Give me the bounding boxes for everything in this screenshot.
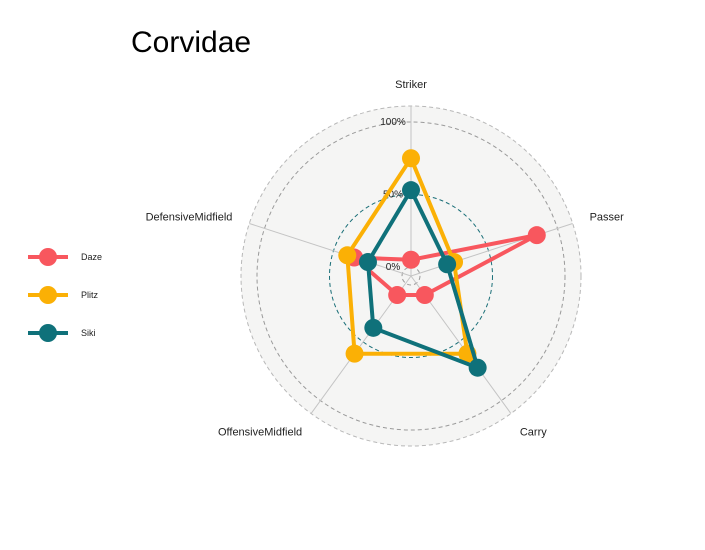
point-plitz-striker xyxy=(402,149,420,168)
legend-item-siki: Siki xyxy=(28,324,96,342)
point-siki-passer xyxy=(438,255,457,274)
point-daze-offensivemidfield xyxy=(388,286,407,305)
axis-label-carry: Carry xyxy=(520,426,547,438)
legend-item-daze: Daze xyxy=(28,248,102,266)
legend-label-plitz: Plitz xyxy=(81,290,99,300)
legend-marker-plitz xyxy=(39,286,57,304)
point-plitz-defensivemidfield xyxy=(338,246,357,265)
grid-circle-2 xyxy=(256,121,566,431)
point-siki-carry xyxy=(468,358,487,377)
legend-marker-daze xyxy=(39,248,57,266)
tick-label-2: 100% xyxy=(380,117,406,128)
radar-series xyxy=(338,149,546,377)
legend-label-daze: Daze xyxy=(81,252,102,262)
point-siki-striker xyxy=(402,181,420,200)
series-line-siki xyxy=(366,188,480,370)
grid-circle-1 xyxy=(329,194,493,358)
legend-label-siki: Siki xyxy=(81,328,96,338)
point-siki-offensivemidfield xyxy=(364,318,383,337)
tick-label-0: 0% xyxy=(386,262,401,273)
axis-line-passer xyxy=(410,222,573,277)
axis-label-passer: Passer xyxy=(590,212,625,224)
axis-line-defensivemidfield xyxy=(249,222,412,277)
point-daze-passer xyxy=(527,226,546,245)
radar-axis-labels: Striker Passer Carry OffensiveMidfield Defen… xyxy=(146,79,625,438)
series-siki xyxy=(358,181,487,377)
point-daze-carry xyxy=(415,286,434,305)
axis-label-striker: Striker xyxy=(395,79,427,91)
legend-marker-siki xyxy=(39,324,57,342)
axis-label-defensivemidfield: DefensiveMidfield xyxy=(146,212,233,224)
point-daze-striker xyxy=(402,250,420,269)
point-siki-defensivemidfield xyxy=(358,253,377,272)
chart-title: Corvidae xyxy=(131,26,251,59)
radar-tick-labels: 0% 50% 100% xyxy=(380,117,406,273)
series-line-plitz xyxy=(345,156,470,356)
legend-item-plitz: Plitz xyxy=(28,286,99,304)
point-plitz-offensivemidfield xyxy=(345,344,364,363)
axis-label-offensivemidfield: OffensiveMidfield xyxy=(218,426,302,438)
legend: Daze Plitz Siki xyxy=(28,248,102,342)
tick-label-1: 50% xyxy=(383,190,403,201)
